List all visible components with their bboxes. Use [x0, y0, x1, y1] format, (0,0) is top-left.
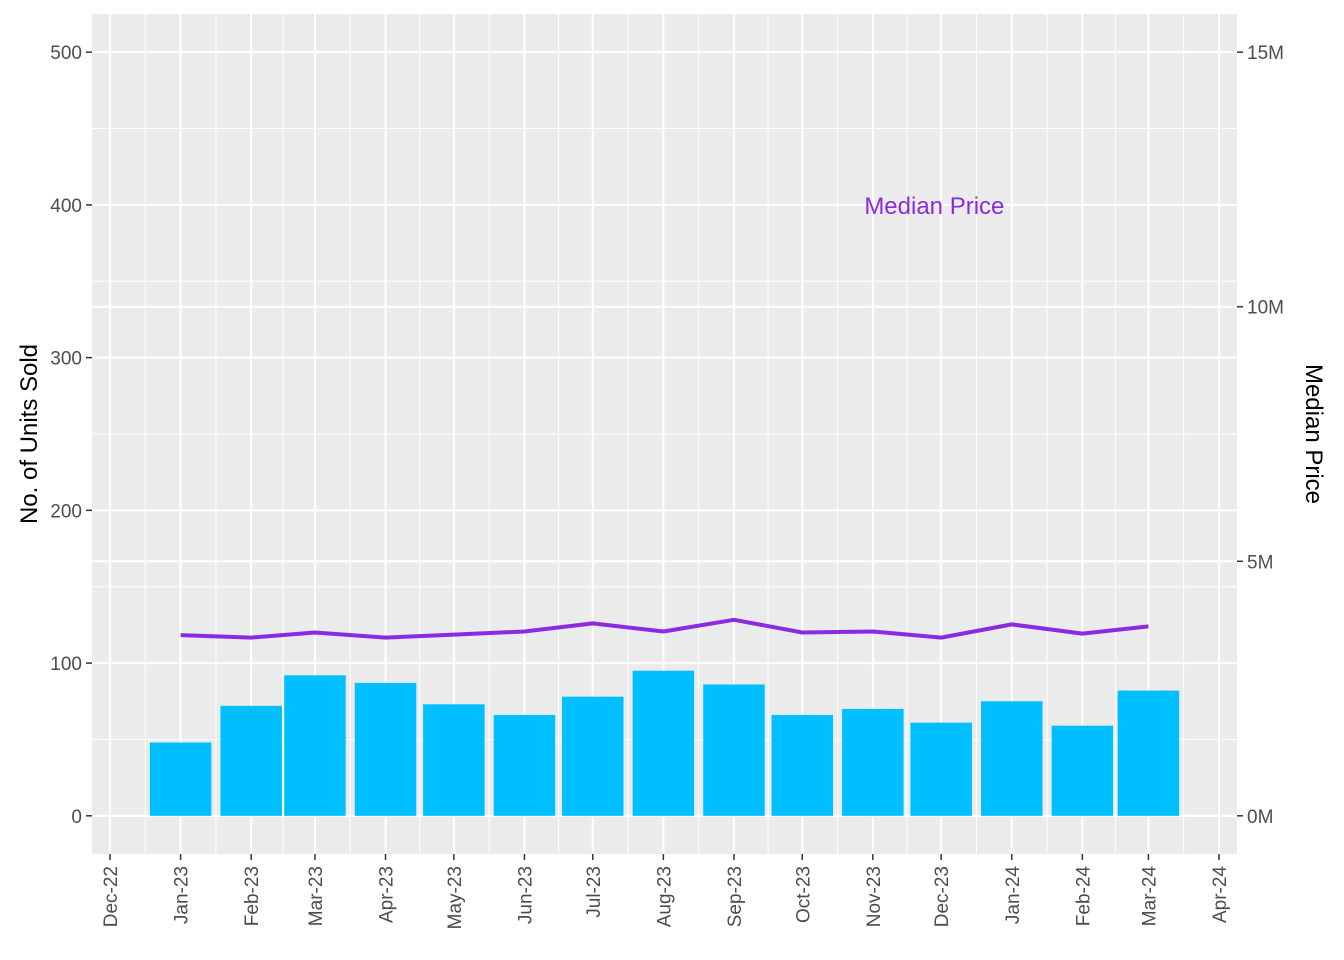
right-y-axis: 0M 5M 10M 15M: [1237, 43, 1284, 828]
y-tick-label-left: 200: [50, 501, 82, 522]
x-tick-label: May-23: [445, 866, 466, 929]
minor-gridlines: [92, 14, 1237, 854]
bar: [1117, 690, 1180, 816]
bar: [220, 705, 282, 816]
y-tick-label-left: 100: [50, 654, 82, 675]
x-tick-label: Jan-24: [1003, 866, 1024, 925]
bar: [703, 684, 765, 816]
y-tick-label-right: 5M: [1247, 552, 1273, 573]
y-tick-label-right: 0M: [1247, 807, 1273, 828]
bar: [981, 701, 1043, 816]
bar-series: [149, 670, 1180, 816]
y-tick-label-right: 15M: [1247, 43, 1284, 64]
median-price-line: [180, 617, 1149, 640]
x-tick-label: Nov-23: [864, 866, 885, 927]
y-tick-label-left: 300: [50, 349, 82, 370]
x-tick-label: Jan-23: [172, 866, 193, 924]
bar: [910, 722, 972, 816]
y-tick-label-left: 400: [50, 196, 82, 217]
x-tick-label: Sep-23: [725, 866, 746, 927]
x-tick-label: Jul-23: [584, 866, 605, 918]
right-axis-title: Median Price: [1300, 364, 1327, 504]
x-tick-label: Feb-23: [242, 866, 263, 926]
x-axis: Dec-22 Jan-23 Feb-23 Mar-23 Apr-23 May-23 Jun-…: [101, 854, 1231, 929]
y-tick-label-right: 10M: [1247, 298, 1284, 319]
bar: [149, 742, 212, 816]
x-tick-label: Mar-23: [306, 866, 327, 926]
y-tick-label-left: 0: [71, 807, 82, 828]
bar: [354, 682, 417, 816]
y-tick-label-left: 500: [50, 43, 82, 64]
x-tick-label: Dec-22: [101, 866, 122, 927]
bar: [562, 696, 624, 816]
left-axis-title: No. of Units Sold: [16, 344, 43, 524]
x-tick-label: Dec-23: [932, 866, 953, 927]
bar: [771, 715, 834, 816]
median-price-annotation: Median Price: [864, 193, 1004, 220]
left-y-axis: 0 100 200 300 400 500: [50, 43, 92, 828]
x-tick-label: Oct-23: [793, 866, 814, 923]
x-tick-label: Mar-24: [1139, 866, 1160, 927]
bar: [632, 670, 695, 816]
bar: [842, 708, 904, 816]
x-tick-label: Apr-24: [1210, 866, 1231, 923]
bar: [1051, 725, 1114, 816]
x-tick-label: Aug-23: [654, 866, 675, 927]
bar: [284, 675, 346, 816]
x-tick-label: Feb-24: [1073, 866, 1094, 927]
x-tick-label: Jun-23: [515, 866, 536, 924]
bar: [493, 715, 556, 816]
bar: [423, 704, 485, 816]
x-tick-label: Apr-23: [377, 866, 398, 923]
